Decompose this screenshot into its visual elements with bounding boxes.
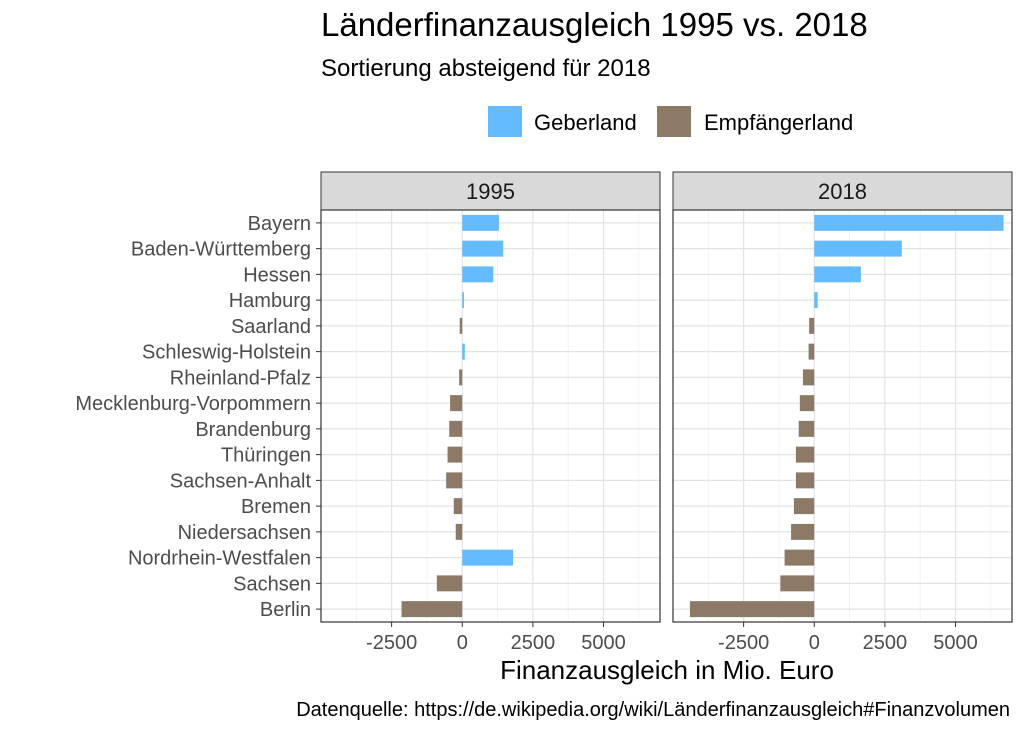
bar-1995-Bremen [453, 498, 463, 515]
bar-1995-Schleswig-Holstein [462, 343, 465, 360]
legend: Geberland Empfängerland [488, 106, 853, 137]
facet-panel-2018: 2018 -2500 0 2500 5000 [672, 171, 1013, 654]
bar-1995-Hessen [462, 266, 494, 283]
y-tick-label: Mecklenburg-Vorpommern [75, 393, 311, 415]
bar-2018-Mecklenburg-Vorpommern [799, 395, 815, 412]
y-tick-label: Sachsen-Anhalt [170, 470, 312, 492]
bar-2018-Brandenburg [798, 420, 815, 437]
y-tick-label: Berlin [260, 599, 311, 621]
bar-1995-Hamburg [462, 292, 464, 309]
bar-2018-Hamburg [814, 292, 818, 309]
facet-strip [320, 171, 661, 211]
bar-1995-Sachsen-Anhalt [446, 472, 463, 489]
bar-1995-Saarland [459, 317, 463, 334]
bar-2018-Sachsen [780, 575, 815, 592]
legend-label-geberland: Geberland [534, 110, 637, 135]
chart-subtitle: Sortierung absteigend für 2018 [321, 55, 651, 82]
bar-1995-Bayern [462, 214, 499, 231]
bar-1995-Thüringen [447, 446, 463, 463]
bar-2018-Niedersachsen [791, 523, 815, 540]
x-tick-label: -2500 [366, 632, 417, 654]
x-tick-label: 2500 [863, 632, 908, 654]
bar-2018-Bremen [793, 498, 815, 515]
y-tick-label: Niedersachsen [178, 522, 311, 544]
legend-key-empfaengerland [657, 106, 691, 137]
bar-1995-Niedersachsen [455, 523, 463, 540]
legend-label-empfaengerland: Empfängerland [704, 110, 853, 135]
bar-2018-Rheinland-Pfalz [802, 369, 815, 386]
bar-1995-Berlin [401, 601, 463, 618]
bar-1995-Sachsen [436, 575, 463, 592]
bar-1995-Mecklenburg-Vorpommern [450, 395, 463, 412]
x-tick-label: -2500 [718, 632, 769, 654]
y-tick-label: Hessen [243, 264, 311, 286]
y-tick-label: Nordrhein-Westfalen [128, 548, 311, 570]
facet-panel-1995: 1995 -2500 0 2500 5000 [320, 171, 661, 654]
legend-key-geberland [488, 106, 522, 137]
bar-1995-Baden-Württemberg [462, 240, 504, 257]
bar-1995-Nordrhein-Westfalen [462, 549, 514, 566]
y-tick-label: Baden-Württemberg [131, 239, 311, 261]
panel-border [672, 209, 1013, 623]
bar-1995-Brandenburg [449, 420, 463, 437]
x-tick-label: 0 [457, 632, 468, 654]
x-tick-label: 5000 [933, 632, 978, 654]
data-source-caption: Datenquelle: https://de.wikipedia.org/wi… [296, 699, 1010, 721]
facet-strip [672, 171, 1013, 211]
y-axis: Bayern Baden-Württemberg Hessen Hamburg Saar… [75, 213, 321, 621]
bar-2018-Sachsen-Anhalt [795, 472, 815, 489]
y-tick-label: Saarland [231, 316, 311, 338]
panel-border [320, 209, 661, 623]
facet-strip-label: 1995 [466, 179, 515, 204]
facet-strip-label: 2018 [818, 179, 867, 204]
y-tick-label: Bremen [241, 496, 311, 518]
x-tick-label: 2500 [511, 632, 556, 654]
x-tick-label: 5000 [581, 632, 626, 654]
bar-1995-Rheinland-Pfalz [459, 369, 463, 386]
bar-2018-Hessen [814, 266, 861, 283]
x-tick-label: 0 [809, 632, 820, 654]
bar-2018-Saarland [809, 317, 815, 334]
bar-2018-Berlin [689, 601, 815, 618]
x-axis-label: Finanzausgleich in Mio. Euro [500, 655, 834, 685]
y-tick-label: Hamburg [229, 290, 311, 312]
y-tick-label: Sachsen [233, 573, 311, 595]
chart-title: Länderfinanzausgleich 1995 vs. 2018 [321, 6, 868, 43]
y-tick-label: Schleswig-Holstein [142, 342, 311, 364]
y-tick-label: Bayern [248, 213, 311, 235]
bar-2018-Baden-Württemberg [814, 240, 902, 257]
y-tick-label: Thüringen [221, 445, 311, 467]
bar-2018-Nordrhein-Westfalen [784, 549, 815, 566]
bar-2018-Bayern [814, 214, 1004, 231]
bar-2018-Schleswig-Holstein [808, 343, 815, 360]
facet-panels: 1995 -2500 0 2500 5000 2018 -2500 0 2500 5000 [320, 171, 1013, 654]
bar-2018-Thüringen [795, 446, 815, 463]
y-tick-label: Rheinland-Pfalz [170, 367, 311, 389]
y-tick-label: Brandenburg [195, 419, 311, 441]
